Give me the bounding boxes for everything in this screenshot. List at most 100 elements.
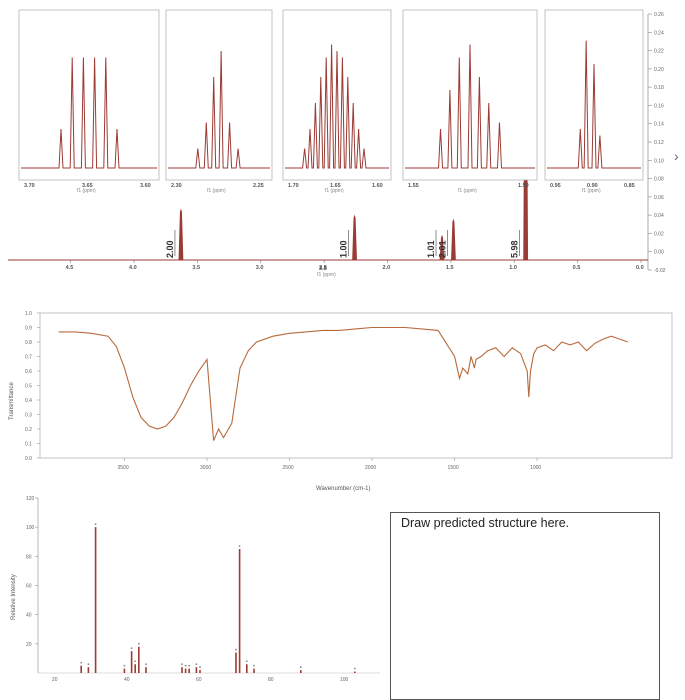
nmr-inset-tick-label: 2.25 (253, 183, 264, 189)
ir-x-tick-label: 1500 (448, 465, 459, 471)
ms-bar-marker (134, 660, 137, 663)
nmr-inset-tick-label: 1.55 (408, 183, 419, 189)
ms-bar-marker (94, 523, 97, 526)
nmr-inset-tick-label: 1.60 (372, 183, 383, 189)
ir-x-tick-label: 1000 (530, 465, 541, 471)
nmr-x-tick-label: 4.5 (66, 265, 74, 271)
ms-bar-marker (299, 666, 302, 668)
ir-y-tick-label: 0.8 (25, 340, 32, 346)
ir-x-tick-label: 3000 (200, 465, 211, 471)
ms-x-tick-label: 20 (52, 677, 58, 683)
nmr-inset-tick-label: 3.70 (24, 183, 35, 189)
nmr-inset-xlabel: f1 (ppm) (77, 188, 96, 194)
ms-bar-marker (199, 666, 201, 668)
ms-bar-marker (238, 545, 241, 547)
ms-y-tick-label: 80 (26, 554, 32, 560)
nmr-inset-tick-label: 1.65 (330, 183, 341, 189)
ir-spectrum: 1.0 0.9 0.8 0.7 0.6 0.5 0.4 0.3 0.2 0.1 0.0 3500 300… (9, 311, 673, 492)
ir-y-tick-label: 1.0 (25, 311, 32, 317)
ir-y-tick-label: 0.1 (25, 442, 32, 448)
nmr-spectrum: 0.26 0.24 0.22 0.20 0.18 0.16 0.14 0.12 0.10 0.08… (8, 9, 666, 278)
nmr-integration-label: 2.00 (165, 240, 175, 258)
nmr-inset-frame (544, 9, 644, 181)
ir-x-tick-label: 2000 (365, 465, 376, 471)
mass-spectrum: 120 100 80 60 40 20 20 40 60 80 100 Relative Intens… (11, 496, 380, 683)
nmr-peak (178, 208, 184, 261)
nmr-peak (439, 234, 445, 261)
ms-bar-marker (184, 664, 187, 667)
ms-bar-marker (123, 664, 126, 667)
ir-y-tick-label: 0.3 (25, 413, 32, 419)
ir-y-tick-label: 0.5 (25, 384, 32, 390)
ms-y-tick-label: 20 (26, 642, 32, 648)
ir-y-tick-label: 0.6 (25, 369, 32, 375)
nmr-inset-multiplet (168, 50, 270, 169)
nmr-inset-multiplet (21, 57, 157, 169)
nmr-inset-xlabel: f1 (ppm) (325, 188, 344, 194)
ms-bar-marker (137, 642, 140, 645)
ms-y-tick-label: 120 (26, 496, 35, 502)
nmr-x-tick-label: 3.0 (256, 265, 264, 271)
nmr-inset-tick-label: 3.60 (140, 183, 151, 189)
ir-x-axis-label: Wavenumber (cm-1) (316, 486, 370, 492)
nmr-y-tick-label: 0.04 (654, 213, 664, 219)
nmr-y-tick-label: 0.10 (654, 158, 664, 164)
nmr-inset-tick-label: 1.50 (518, 183, 529, 189)
nmr-inset-xlabel: f1 (ppm) (582, 188, 601, 194)
nmr-y-tick-label: 0.24 (654, 30, 664, 36)
nmr-inset-multiplet (405, 44, 535, 169)
ms-bar-marker (245, 660, 248, 663)
nmr-inset-tick-label: 1.70 (288, 183, 299, 189)
nmr-x-axis-label: f1 (ppm) (317, 272, 336, 278)
ir-x-tick-label: 3500 (118, 465, 129, 471)
draw-structure-box[interactable]: Draw predicted structure here. (390, 512, 660, 700)
ms-x-tick-label: 40 (124, 677, 130, 683)
ms-bar-marker (195, 663, 198, 666)
nmr-integration-label: 5.98 (510, 240, 520, 258)
nmr-y-tick-label: -0.02 (654, 268, 666, 274)
nmr-y-tick-label: 0.18 (654, 85, 664, 91)
ir-y-tick-label: 0.7 (25, 355, 32, 361)
nmr-inset-frame (402, 9, 538, 181)
ir-y-axis-label: Transmittance (9, 382, 15, 420)
nmr-y-tick-label: 0.20 (654, 67, 664, 73)
ir-y-tick-label: 0.2 (25, 427, 32, 433)
nmr-inset-tick-label: 3.65 (82, 183, 93, 189)
nmr-inset-tick-label: 0.90 (587, 183, 598, 189)
ms-bar-marker (145, 663, 147, 666)
ir-x-tick-label: 2500 (283, 465, 294, 471)
nmr-inset-tick-label: 0.85 (624, 183, 635, 189)
ms-bar-marker (235, 648, 237, 651)
ir-y-tick-label: 0.4 (25, 398, 32, 404)
nmr-inset-xlabel: f1 (ppm) (207, 188, 226, 194)
nmr-y-tick-label: 0.08 (654, 177, 664, 183)
nmr-x-tick-label: 0.0 (636, 265, 644, 271)
ir-y-tick-label: 0.0 (25, 456, 32, 462)
ms-y-axis-label: Relative Intensity (11, 574, 17, 620)
nmr-integration-label: 2.01 (437, 240, 447, 258)
nmr-x-center-label: 2.5 (319, 266, 327, 272)
ir-y-tick-label: 0.9 (25, 326, 32, 332)
nmr-x-tick-label: 4.0 (129, 265, 137, 271)
nmr-x-tick-label: 2.0 (383, 265, 391, 271)
nmr-inset-multiplet (547, 40, 641, 169)
ms-y-tick-label: 60 (26, 584, 32, 590)
nmr-y-tick-label: 0.26 (654, 12, 664, 18)
nmr-inset-tick-label: 2.30 (171, 183, 182, 189)
ms-x-tick-label: 100 (340, 677, 349, 683)
ms-bar-marker (353, 667, 356, 670)
nmr-inset-xlabel: f1 (ppm) (458, 188, 477, 194)
ms-bar-marker (188, 664, 191, 667)
nmr-x-tick-label: 3.5 (192, 265, 200, 271)
ms-bar-marker (80, 661, 83, 664)
draw-structure-prompt: Draw predicted structure here. (401, 516, 570, 530)
nmr-peak (352, 214, 357, 261)
nmr-inset-tick-label: 0.95 (550, 183, 561, 189)
nmr-y-tick-label: 0.14 (654, 122, 664, 128)
nmr-inset-multiplet (285, 44, 389, 169)
nmr-y-tick-label: 0.22 (654, 49, 664, 55)
nmr-integration-label: 1.00 (339, 240, 349, 258)
ms-y-tick-label: 100 (26, 525, 35, 531)
ms-bar-marker (253, 664, 255, 667)
